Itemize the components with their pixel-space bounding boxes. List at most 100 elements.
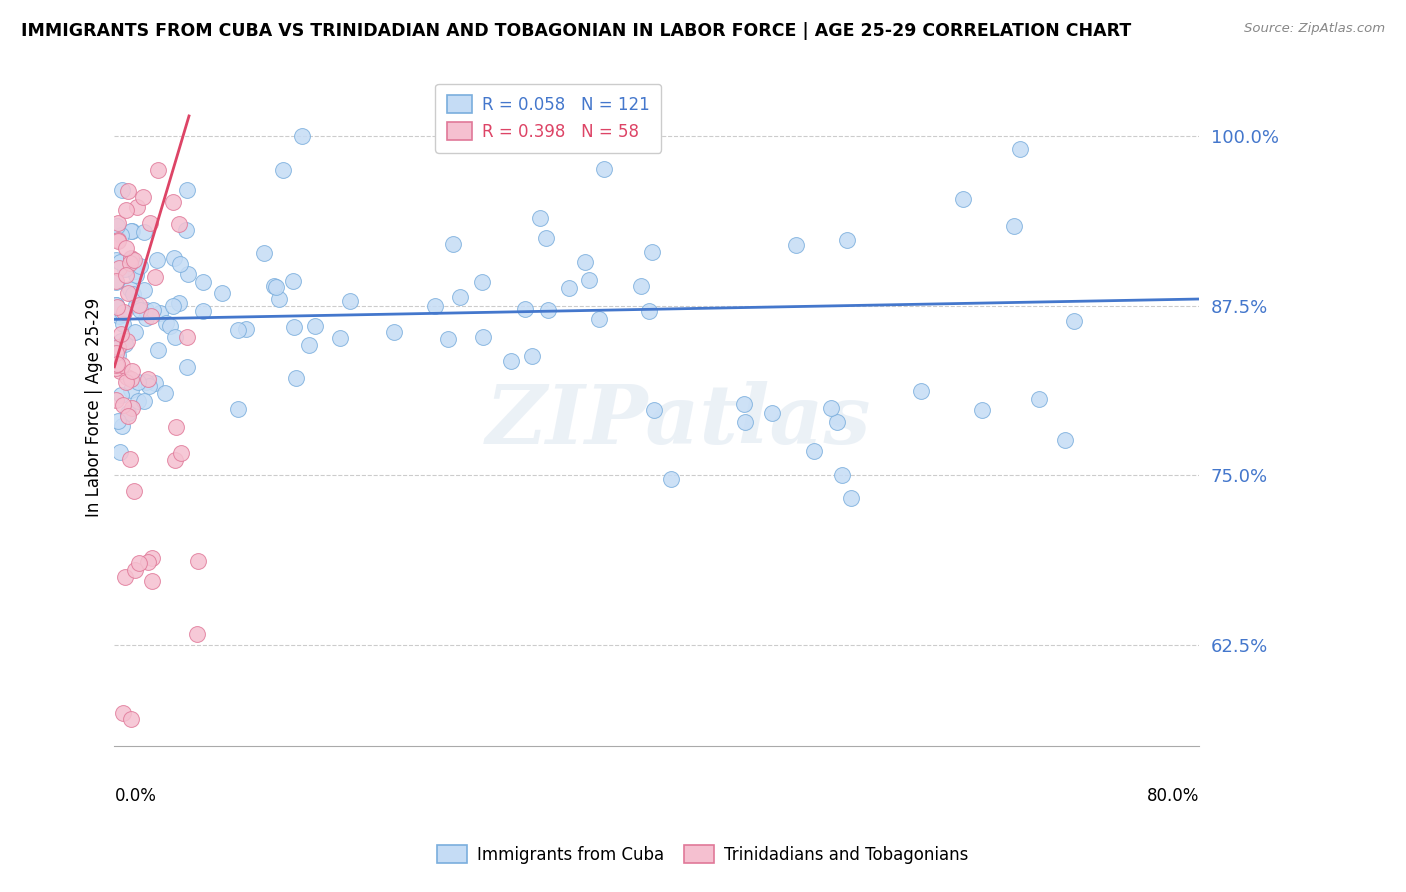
Point <box>235 322 257 336</box>
Point <box>1063 314 1085 328</box>
Point <box>104 252 127 267</box>
Point <box>588 312 610 326</box>
Point <box>124 563 146 577</box>
Point <box>120 252 142 266</box>
Point <box>170 446 193 460</box>
Text: 80.0%: 80.0% <box>1147 787 1199 805</box>
Point <box>155 386 177 401</box>
Point <box>193 275 215 289</box>
Point <box>132 284 155 298</box>
Point <box>558 281 581 295</box>
Point <box>120 384 142 398</box>
Point <box>520 349 543 363</box>
Point <box>104 392 127 407</box>
Point <box>127 375 149 389</box>
Point <box>121 364 143 378</box>
Point <box>226 323 249 337</box>
Point <box>165 420 187 434</box>
Point <box>132 225 155 239</box>
Point <box>105 274 128 288</box>
Point <box>304 318 326 333</box>
Point <box>176 223 198 237</box>
Point <box>162 299 184 313</box>
Point <box>115 370 138 384</box>
Point <box>128 298 150 312</box>
Point <box>139 309 162 323</box>
Point <box>761 406 783 420</box>
Point <box>264 280 287 294</box>
Point <box>471 275 494 289</box>
Point <box>104 345 127 359</box>
Point <box>104 304 127 318</box>
Point <box>1028 392 1050 406</box>
Point <box>110 419 132 434</box>
Point <box>831 468 853 483</box>
Point <box>107 234 129 248</box>
Point <box>163 251 186 265</box>
Point <box>1053 434 1076 448</box>
Point <box>112 317 135 331</box>
Point <box>141 550 163 565</box>
Point <box>127 394 149 409</box>
Point <box>105 357 128 371</box>
Point <box>118 282 141 296</box>
Point <box>155 316 177 330</box>
Point <box>159 319 181 334</box>
Point <box>253 245 276 260</box>
Text: IMMIGRANTS FROM CUBA VS TRINIDADIAN AND TOBAGONIAN IN LABOR FORCE | AGE 25-29 CO: IMMIGRANTS FROM CUBA VS TRINIDADIAN AND … <box>21 22 1132 40</box>
Point <box>271 162 294 177</box>
Point <box>163 452 186 467</box>
Point <box>124 264 146 278</box>
Point <box>142 303 165 318</box>
Point <box>785 238 807 252</box>
Point <box>108 255 131 269</box>
Point <box>284 371 307 385</box>
Point <box>1010 142 1032 156</box>
Point <box>115 334 138 348</box>
Point <box>837 233 859 247</box>
Point <box>143 376 166 391</box>
Point <box>129 259 152 273</box>
Point <box>104 358 127 372</box>
Point <box>107 233 129 247</box>
Point <box>267 292 290 306</box>
Point <box>263 279 285 293</box>
Point <box>176 330 198 344</box>
Point <box>298 338 321 352</box>
Point <box>107 347 129 361</box>
Point <box>630 279 652 293</box>
Point <box>169 295 191 310</box>
Point <box>970 403 993 417</box>
Point <box>120 372 142 386</box>
Point <box>108 260 131 275</box>
Text: 0.0%: 0.0% <box>114 787 156 805</box>
Point <box>117 406 139 420</box>
Point <box>117 285 139 300</box>
Point <box>529 211 551 225</box>
Point <box>139 216 162 230</box>
Point <box>108 364 131 378</box>
Point <box>472 330 495 344</box>
Point <box>125 298 148 312</box>
Point <box>825 416 848 430</box>
Point <box>537 303 560 318</box>
Point <box>110 326 132 341</box>
Point <box>437 333 460 347</box>
Point <box>138 379 160 393</box>
Point <box>112 398 135 412</box>
Point <box>110 358 132 372</box>
Point <box>122 286 145 301</box>
Point <box>110 388 132 402</box>
Point <box>643 403 665 417</box>
Point <box>135 375 157 389</box>
Point <box>129 302 152 317</box>
Point <box>120 224 142 238</box>
Point <box>211 286 233 301</box>
Point <box>534 231 557 245</box>
Point <box>176 359 198 374</box>
Point <box>226 401 249 416</box>
Point <box>839 491 862 506</box>
Point <box>441 236 464 251</box>
Text: ZIPatlas: ZIPatlas <box>486 381 872 461</box>
Point <box>121 224 143 238</box>
